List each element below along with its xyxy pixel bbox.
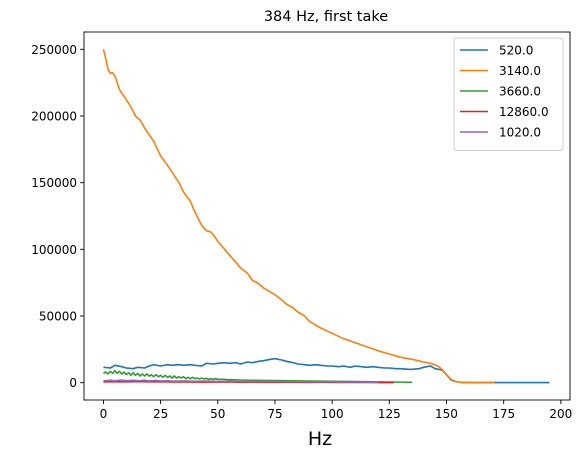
x-tick-label: 75 xyxy=(267,407,282,421)
y-tick-label: 50000 xyxy=(39,310,77,324)
x-tick-label: 50 xyxy=(210,407,225,421)
series-layer xyxy=(102,49,550,384)
chart-legend: 520.0 3140.0 3660.0 12860.0 1020.0 xyxy=(453,37,564,151)
x-tick-label: 100 xyxy=(321,407,344,421)
x-tick-label: 175 xyxy=(492,407,515,421)
x-tick-label: 25 xyxy=(153,407,168,421)
x-axis-label: Hz xyxy=(308,428,332,450)
legend-box xyxy=(453,37,564,151)
y-tick-label: 0 xyxy=(69,376,77,390)
y-tick-label: 150000 xyxy=(31,176,77,190)
legend-label: 12860.0 xyxy=(499,105,549,119)
y-axis: 0 50000 100000 150000 200000 250000 xyxy=(31,43,84,390)
x-axis: 0 25 50 75 100 125 150 175 200 xyxy=(100,400,572,421)
legend-label: 3660.0 xyxy=(499,85,541,99)
x-tick-label: 0 xyxy=(100,407,108,421)
x-tick-label: 200 xyxy=(549,407,572,421)
x-tick-label: 150 xyxy=(435,407,458,421)
y-tick-label: 250000 xyxy=(31,43,77,57)
plot-frame xyxy=(83,31,571,401)
chart-title: 384 Hz, first take xyxy=(264,9,388,25)
series-line-4 xyxy=(103,379,378,384)
legend-label: 1020.0 xyxy=(499,126,541,140)
y-tick-label: 100000 xyxy=(31,243,77,257)
legend-label: 520.0 xyxy=(499,44,533,58)
legend-label: 3140.0 xyxy=(499,64,541,78)
series-line-0 xyxy=(103,357,550,384)
y-tick-label: 200000 xyxy=(31,110,77,124)
series-line-1 xyxy=(102,49,495,384)
series-line-2 xyxy=(103,369,413,384)
x-tick-label: 125 xyxy=(378,407,401,421)
